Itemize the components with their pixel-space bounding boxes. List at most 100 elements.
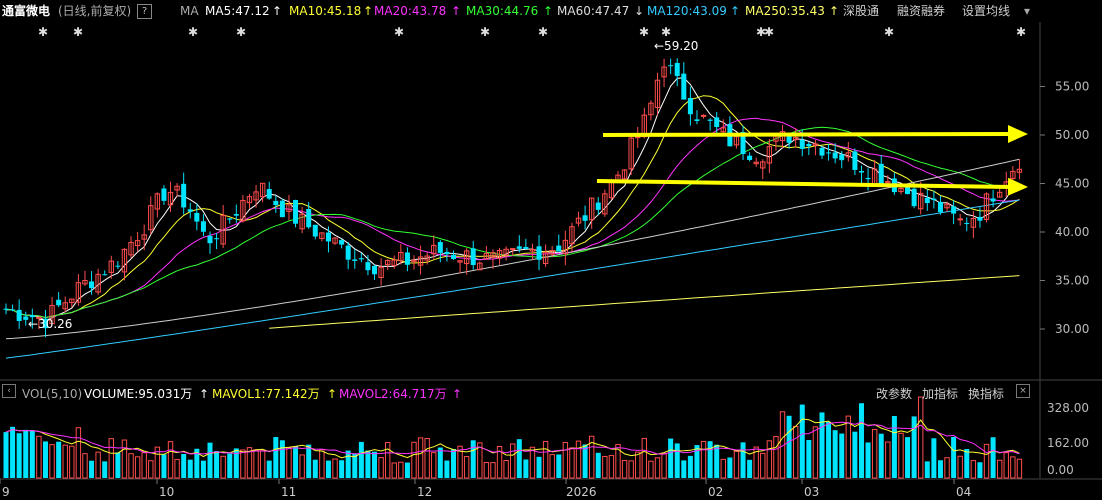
candle-body-down — [865, 177, 871, 180]
candle-body-down — [339, 240, 345, 245]
volume-bar-down — [924, 461, 930, 478]
candle-body-down — [227, 218, 233, 220]
volume-bar-up — [1010, 456, 1016, 479]
volume-bar-up — [569, 447, 575, 479]
volume-bar-down — [707, 441, 713, 478]
help-icon[interactable]: ? — [137, 4, 152, 19]
candle-body-up — [286, 204, 292, 212]
candle-body-down — [207, 235, 213, 244]
switch-indicator-button[interactable]: 换指标 — [968, 387, 1005, 401]
candle-body-down — [437, 241, 443, 253]
ma-label[interactable]: MA — [180, 4, 199, 18]
volume-bar-down — [858, 403, 864, 478]
volume-arrow: ↑ — [199, 387, 210, 401]
candle-body-up — [588, 197, 595, 221]
ma120-value: MA120:43.09 — [647, 4, 727, 18]
time-tick-label: 02 — [708, 485, 723, 499]
volume-bar-up — [246, 447, 253, 479]
volume-bar-up — [661, 452, 667, 479]
ma20-arrow: ↑ — [451, 4, 462, 18]
candle-body-up — [970, 217, 977, 228]
moving-average-lines — [5, 77, 1020, 359]
tab-margin-trading[interactable]: 融资融券 — [897, 4, 946, 18]
settings-ma-button[interactable]: 设置均线 — [962, 4, 1011, 18]
candle-body-up — [378, 266, 384, 278]
candle-body-up — [1016, 168, 1023, 173]
ma10-value: MA10:45.18 — [289, 4, 362, 18]
stock-name[interactable]: 通富微电 — [2, 4, 51, 18]
upper-trend-arrow — [602, 132, 1013, 137]
candle-body-up — [431, 244, 437, 255]
close-icon[interactable]: × — [1016, 384, 1030, 398]
time-tick-label: 03 — [804, 485, 819, 499]
candle-body-up — [82, 280, 88, 285]
mavol2-arrow: ↑ — [452, 387, 463, 401]
volume-bar-up — [319, 449, 325, 479]
volume-bar-up — [510, 443, 516, 479]
candle-body-up — [496, 249, 503, 259]
volume-bar-down — [227, 453, 233, 478]
candle-body-up — [575, 217, 582, 224]
vol-label[interactable]: VOL(5,10) — [22, 387, 83, 401]
volume-bar-up — [602, 455, 608, 479]
candle-body-down — [102, 274, 108, 276]
volume-bar-down — [89, 460, 95, 478]
ma60-arrow: ↓ — [634, 4, 645, 18]
volume-bar-down — [233, 448, 239, 478]
chart-mode[interactable]: (日线,前复权) — [58, 4, 132, 18]
candle-body-down — [273, 200, 279, 206]
candle-body-down — [977, 216, 983, 221]
volume-bar-down — [865, 442, 871, 478]
candle-body-up — [141, 234, 147, 240]
candle-body-up — [529, 248, 536, 252]
volume-bar-down — [714, 444, 720, 478]
candle-body-up — [628, 137, 634, 170]
volume-value: VOLUME:95.031万 — [84, 387, 193, 401]
time-tick-label: 11 — [281, 485, 296, 499]
volume-bar-down — [194, 448, 200, 478]
volume-bar-up — [733, 450, 740, 479]
candle-body-down — [582, 215, 588, 221]
candle-body-down — [29, 315, 35, 318]
candle-body-up — [760, 161, 766, 169]
volume-bar-down — [306, 444, 312, 478]
candle-body-down — [687, 97, 693, 115]
trend-arrows — [596, 125, 1028, 196]
candle-body-down — [358, 258, 364, 260]
change-params-button[interactable]: 改参数 — [876, 387, 913, 401]
event-marker-icon: ✱ — [639, 25, 649, 39]
low-price-label: ←30.26 — [28, 317, 72, 331]
volume-bar-down — [674, 443, 680, 478]
volume-bar-up — [384, 442, 391, 479]
candle-body-down — [325, 232, 331, 242]
ma250-value: MA250:35.43 — [745, 4, 825, 18]
candle-body-up — [240, 199, 246, 222]
candle-body-down — [674, 62, 680, 77]
volume-bar-down — [102, 461, 108, 478]
volume-bar-up — [628, 460, 634, 479]
chevron-left-icon[interactable]: ‹ — [2, 384, 16, 398]
tab-hk-connect[interactable]: 深股通 — [843, 4, 880, 18]
price-tick-label: 30.00 — [1055, 322, 1089, 336]
ma5-arrow: ↑ — [272, 4, 283, 18]
candle-body-up — [569, 226, 575, 245]
candle-body-down — [826, 152, 832, 154]
price-tick-label: 55.00 — [1055, 80, 1089, 94]
candle-body-up — [490, 252, 496, 258]
volume-bar-down — [582, 444, 588, 478]
event-marker-icon: ✱ — [538, 25, 548, 39]
chevron-down-icon[interactable]: ▾ — [1024, 4, 1031, 18]
volume-bar-up — [134, 456, 141, 479]
volume-bar-down — [56, 441, 62, 478]
volume-ma-lines — [5, 418, 1020, 459]
candle-body-down — [10, 309, 16, 311]
volume-bars — [3, 396, 1023, 479]
event-marker-icon: ✱ — [884, 25, 894, 39]
volume-bar-down — [444, 460, 450, 478]
candle-body-up — [753, 161, 759, 165]
add-indicator-button[interactable]: 加指标 — [922, 387, 959, 401]
volume-bar-down — [293, 446, 299, 478]
volume-bar-down — [694, 445, 700, 478]
volume-bar-down — [312, 459, 318, 478]
